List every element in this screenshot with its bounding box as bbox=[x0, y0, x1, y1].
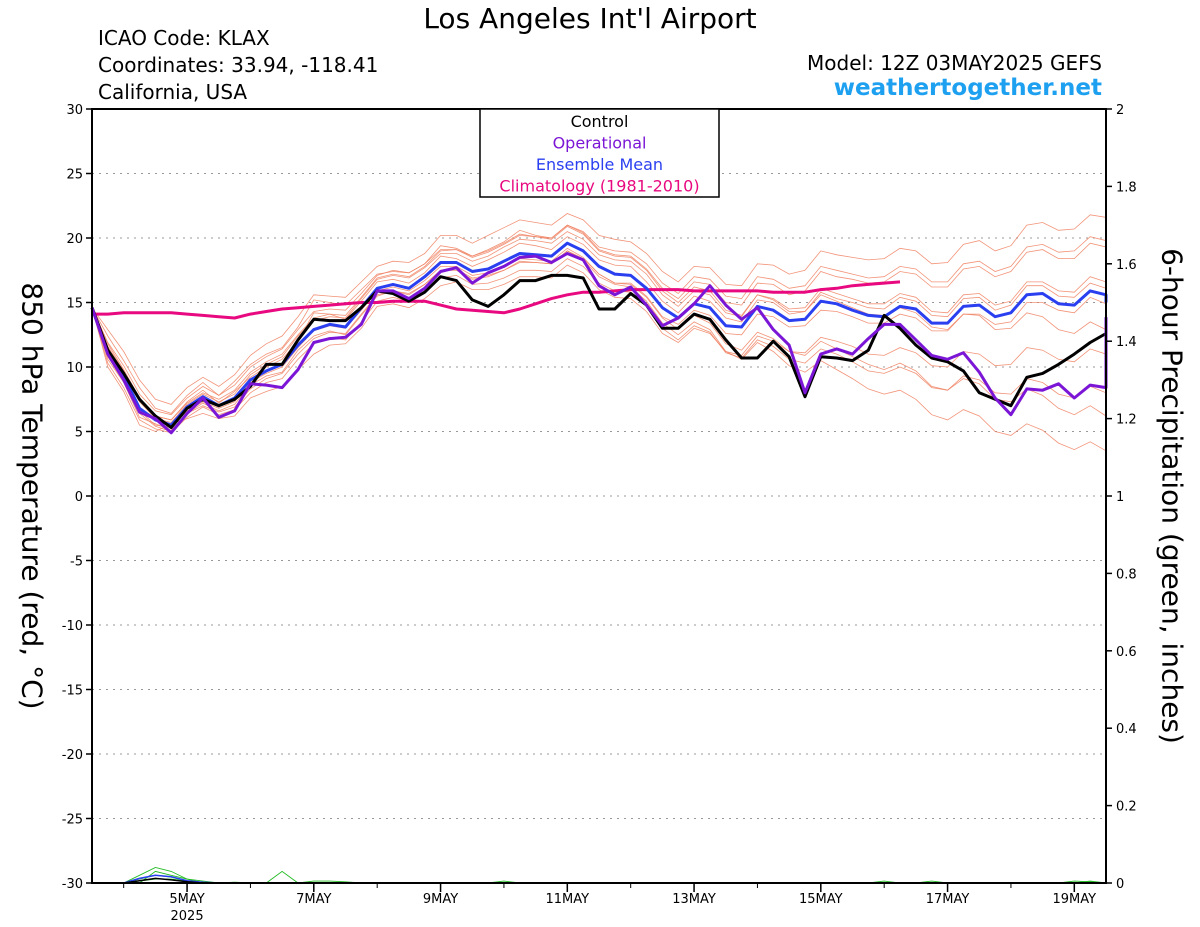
ensemble-member-line bbox=[91, 264, 1107, 432]
ensemble-member-line bbox=[91, 213, 1107, 405]
precip-line bbox=[92, 874, 1106, 884]
precip-series bbox=[92, 867, 1107, 884]
x-tick-label: 11MAY bbox=[546, 892, 590, 907]
operational-line bbox=[90, 252, 1108, 435]
y-tick-label: 10 bbox=[66, 361, 83, 376]
y2-tick-label: 0.2 bbox=[1116, 800, 1137, 815]
y2-tick-label: 0.6 bbox=[1116, 645, 1137, 660]
legend-entry: Ensemble Mean bbox=[536, 155, 663, 174]
y2-tick-label: 1.4 bbox=[1116, 335, 1137, 350]
x-tick-label: 19MAY bbox=[1053, 892, 1097, 907]
precip-line bbox=[92, 867, 1106, 884]
axis-ticks: 302520151050-5-10-15-20-25-3021.81.61.41… bbox=[62, 103, 1137, 924]
x-tick-sublabel: 2025 bbox=[171, 909, 204, 924]
model-run: Model: 12Z 03MAY2025 GEFS bbox=[807, 51, 1102, 75]
y-tick-label: -15 bbox=[62, 684, 83, 699]
icao-code: ICAO Code: KLAX bbox=[98, 26, 270, 50]
gridlines bbox=[92, 173, 1106, 819]
y2-tick-label: 2 bbox=[1116, 103, 1124, 118]
legend-box bbox=[479, 108, 720, 198]
y-tick-label: 25 bbox=[66, 168, 83, 183]
y-tick-label: -25 bbox=[62, 813, 83, 828]
ensemble-member-line bbox=[91, 250, 1107, 459]
legend-entry: Control bbox=[571, 112, 629, 131]
control-line bbox=[90, 273, 1107, 430]
x-tick-label: 7MAY bbox=[296, 892, 331, 907]
y-tick-label: 30 bbox=[66, 103, 83, 118]
y-tick-label: 0 bbox=[75, 490, 83, 505]
ensemble-member-line bbox=[91, 247, 1107, 429]
precip-line bbox=[92, 870, 1107, 884]
y2-tick-label: 1.8 bbox=[1116, 180, 1137, 195]
main-series bbox=[90, 241, 1108, 435]
x-tick-label: 15MAY bbox=[799, 892, 843, 907]
y2-tick-label: 0 bbox=[1116, 877, 1124, 892]
y-tick-label: -10 bbox=[62, 619, 83, 634]
y-tick-label: -30 bbox=[62, 877, 83, 892]
y2-tick-label: 0.4 bbox=[1116, 722, 1137, 737]
ensemble-member-line bbox=[91, 224, 1107, 421]
site-link[interactable]: weathertogether.net bbox=[833, 75, 1102, 101]
legend: Control Operational Ensemble Mean Climatolo… bbox=[479, 108, 720, 198]
ensemble-members bbox=[91, 213, 1107, 459]
x-tick-label: 17MAY bbox=[926, 892, 970, 907]
region: California, USA bbox=[98, 80, 248, 104]
x-tick-label: 9MAY bbox=[423, 892, 458, 907]
x-tick-label: 13MAY bbox=[672, 892, 716, 907]
climatology-line bbox=[92, 280, 901, 320]
y-tick-label: 5 bbox=[75, 426, 83, 441]
y-tick-label: 15 bbox=[66, 297, 83, 312]
y2-tick-label: 1.2 bbox=[1116, 413, 1137, 428]
y-tick-label: 20 bbox=[66, 232, 83, 247]
ensemble-mean-line bbox=[90, 241, 1108, 427]
ensemble-member-line bbox=[91, 225, 1107, 416]
chart-title: Los Angeles Int'l Airport bbox=[423, 2, 757, 35]
legend-entry: Operational bbox=[553, 134, 647, 153]
y-tick-label: -20 bbox=[62, 748, 83, 763]
ensemble-member-line bbox=[91, 224, 1107, 414]
y2-tick-label: 1.6 bbox=[1116, 258, 1137, 273]
y2-tick-label: 0.8 bbox=[1116, 567, 1137, 582]
ensemble-member-line bbox=[91, 250, 1107, 431]
legend-entry: Climatology (1981-2010) bbox=[499, 177, 699, 196]
y-tick-label: -5 bbox=[70, 555, 83, 570]
y2-tick-label: 1 bbox=[1116, 490, 1124, 505]
coordinates: Coordinates: 33.94, -118.41 bbox=[98, 53, 379, 77]
x-tick-label: 5MAY bbox=[169, 892, 204, 907]
